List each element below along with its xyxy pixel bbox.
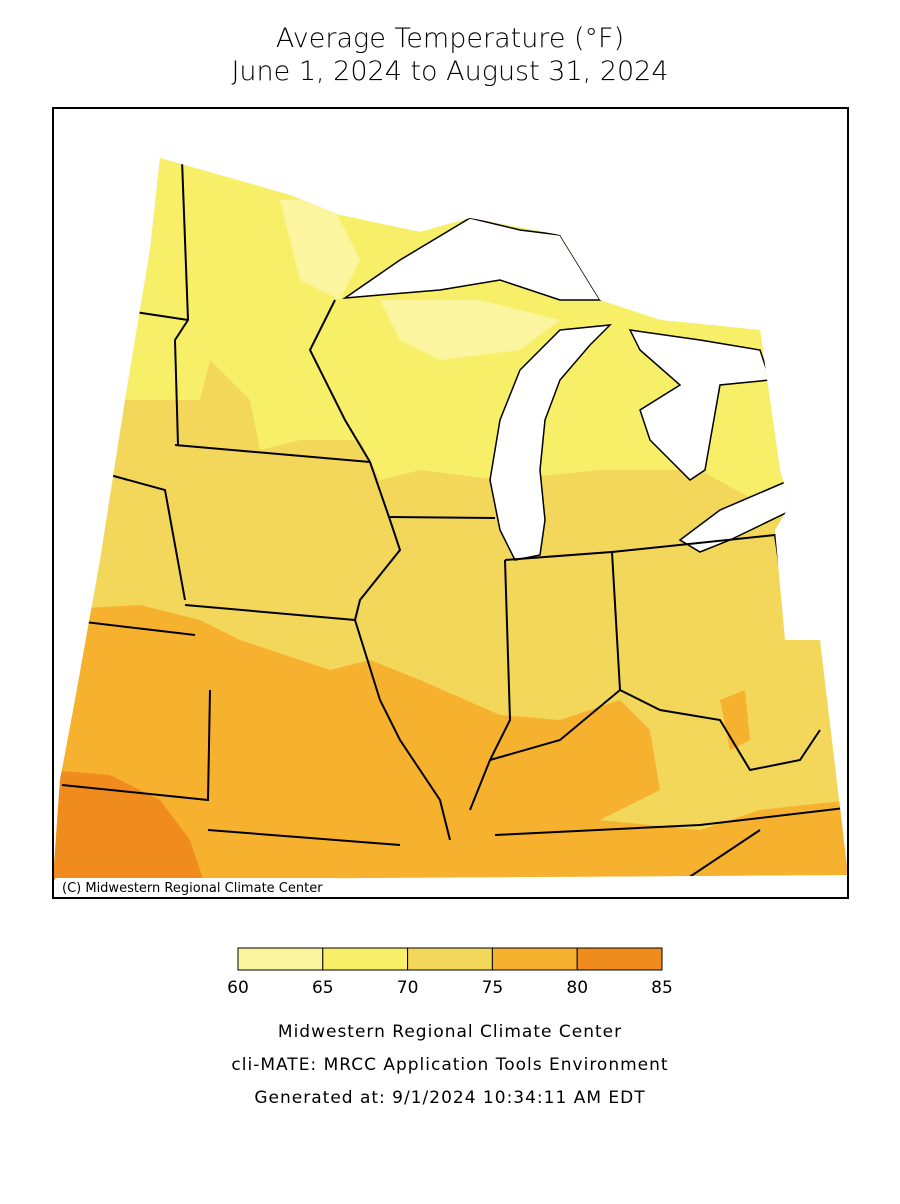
legend-tick-label: 65 bbox=[312, 978, 334, 998]
legend-tick-label: 80 bbox=[566, 978, 588, 998]
state-lines bbox=[61, 159, 846, 880]
legend-tick-label: 60 bbox=[227, 978, 249, 998]
footer-line: Generated at: 9/1/2024 10:34:11 AM EDT bbox=[254, 1088, 645, 1108]
legend-tick-label: 75 bbox=[482, 978, 504, 998]
zone bbox=[280, 200, 360, 300]
map-frame bbox=[52, 107, 849, 899]
legend-swatch bbox=[491, 947, 578, 971]
copyright-box bbox=[55, 878, 338, 896]
legend: 60 65 70 75 80 85 bbox=[227, 947, 673, 998]
footer-line: Midwestern Regional Climate Center bbox=[278, 1022, 622, 1042]
legend-swatch bbox=[407, 947, 493, 971]
title: Average Temperature (°F) bbox=[276, 23, 624, 54]
zone bbox=[53, 605, 848, 880]
legend-swatch bbox=[237, 947, 324, 971]
legend-tick-label: 70 bbox=[397, 978, 419, 998]
zone bbox=[380, 300, 560, 360]
legend-swatch bbox=[322, 947, 409, 971]
footer-line: cli-MATE: MRCC Application Tools Environ… bbox=[231, 1055, 668, 1075]
legend-tick-label: 85 bbox=[651, 978, 673, 998]
legend-swatch bbox=[576, 947, 663, 971]
zone bbox=[53, 770, 210, 880]
subtitle: June 1, 2024 to August 31, 2024 bbox=[231, 56, 668, 87]
lakes bbox=[342, 217, 793, 561]
copyright: (C) Midwestern Regional Climate Center bbox=[62, 881, 323, 896]
zone bbox=[720, 690, 750, 750]
map bbox=[53, 158, 848, 880]
